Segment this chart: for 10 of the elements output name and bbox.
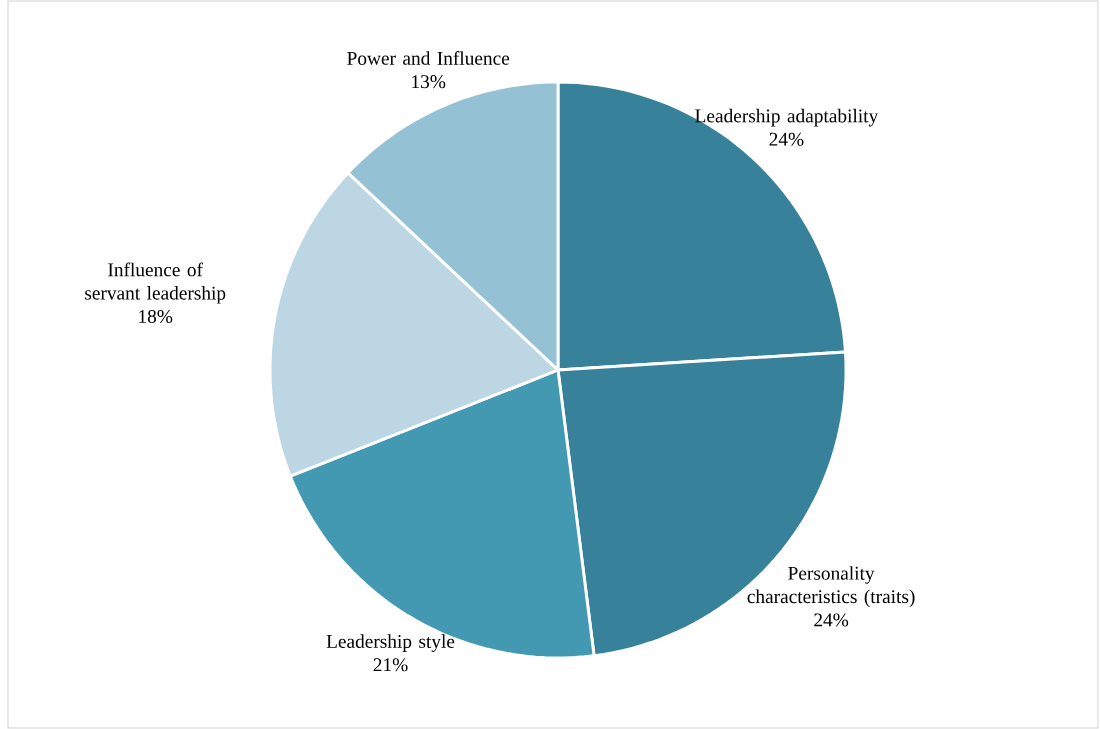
data-label: 24% — [769, 132, 804, 146]
slice-label: Power and Influence — [347, 51, 510, 65]
slice-label: Leadership adaptability — [695, 108, 879, 127]
data-label: 24% — [814, 613, 849, 627]
slice-label: Influence of servant leadership — [85, 262, 226, 304]
data-label: 13% — [412, 75, 446, 89]
slice-label: Leadership style — [326, 634, 455, 652]
data-label: 18% — [139, 309, 173, 324]
slice-label: Personality characteristics (traits) — [747, 566, 915, 608]
data-label: 21% — [373, 658, 408, 672]
